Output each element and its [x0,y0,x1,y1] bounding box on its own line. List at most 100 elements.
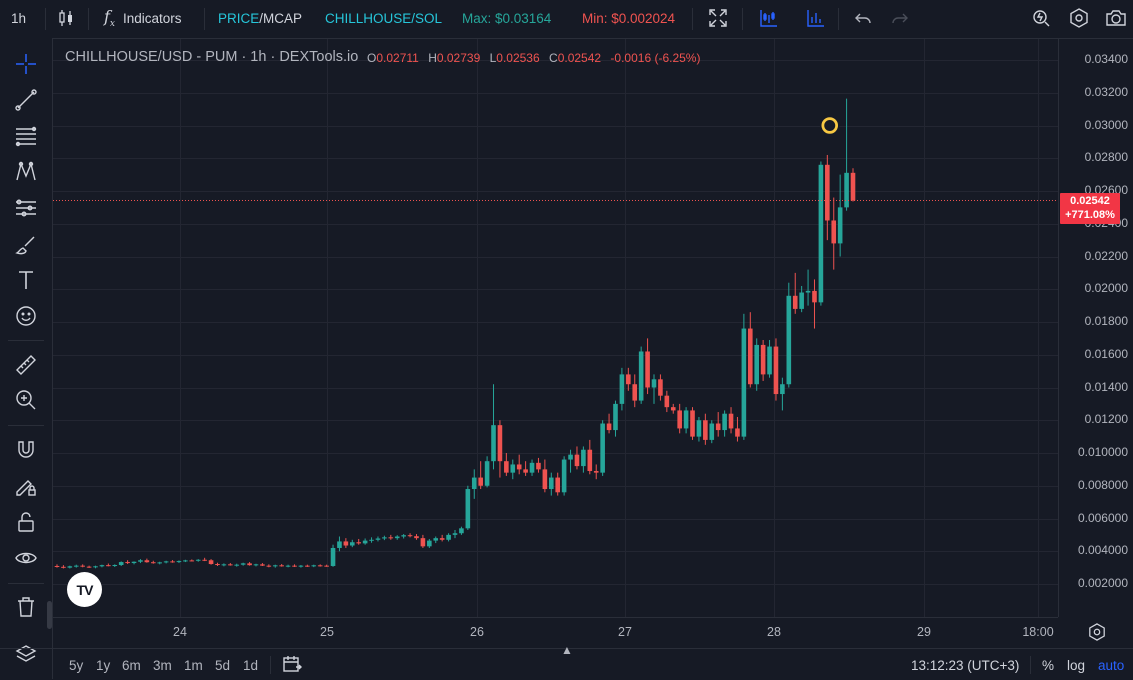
candle-body[interactable] [234,564,240,566]
tradingview-logo[interactable]: TV [67,572,102,607]
candle-body[interactable] [86,566,92,568]
magnet-tool[interactable] [13,438,39,464]
candle-body[interactable] [93,566,98,568]
candle-body[interactable] [80,565,85,567]
candle-body[interactable] [131,561,137,564]
candle-body[interactable] [54,565,60,567]
candle-body[interactable] [324,565,329,567]
candle-body[interactable] [638,351,644,401]
candle-body[interactable] [253,564,259,566]
zoom-tool[interactable] [13,388,39,414]
candle-body[interactable] [112,565,118,567]
candle-body[interactable] [118,562,124,566]
candle-body[interactable] [767,346,772,375]
fullscreen-button[interactable] [709,0,727,36]
candle-body[interactable] [747,328,753,385]
auto-toggle[interactable]: auto [1098,658,1125,673]
crosshair-tool[interactable] [13,52,39,78]
candle-body[interactable] [176,561,182,563]
candle-body[interactable] [106,565,111,567]
candle-body[interactable] [529,462,535,473]
chart-type-button[interactable] [57,0,75,36]
indicators-button[interactable]: fx Indicators [104,0,182,36]
candle-body[interactable] [548,477,554,490]
collapse-arrow-icon[interactable]: ▲ [561,643,573,657]
candle-body[interactable] [735,428,740,437]
date-range-button[interactable] [282,655,302,676]
candle-body[interactable] [317,565,323,567]
candle-body[interactable] [619,374,625,404]
candle-body[interactable] [504,461,509,473]
brush-tool[interactable] [13,232,39,258]
candle-body[interactable] [516,464,522,470]
candle-body[interactable] [593,471,599,473]
candle-body[interactable] [215,564,220,566]
candle-body[interactable] [427,540,432,547]
candle-body[interactable] [632,384,638,401]
candle-body[interactable] [645,351,650,388]
candle-body[interactable] [471,477,477,490]
candle-body[interactable] [703,420,708,440]
candle-body[interactable] [61,566,66,568]
candle-body[interactable] [587,449,593,472]
trend-line-tool[interactable] [13,88,39,114]
forecast-tool[interactable] [13,196,39,222]
candle-body[interactable] [465,489,471,529]
price-axis[interactable]: 0.034000.032000.030000.028000.026000.024… [1058,39,1133,617]
range-3m[interactable]: 3m [153,658,172,673]
candle-body[interactable] [677,410,682,429]
candle-body[interactable] [73,565,79,567]
candle-body[interactable] [170,561,175,563]
candle-body[interactable] [715,423,721,431]
candle-body[interactable] [581,449,586,467]
range-1d[interactable]: 1d [243,658,259,673]
candle-body[interactable] [362,540,368,544]
mcap-label[interactable]: MCAP [263,10,303,26]
candle-body[interactable] [497,425,503,462]
candle-body[interactable] [773,346,779,395]
candle-body[interactable] [349,542,355,546]
log-toggle[interactable]: log [1067,658,1086,673]
candle-body[interactable] [831,220,837,244]
candle-body[interactable] [407,535,413,537]
price-mcap-toggle[interactable]: PRICE / MCAP [218,10,303,26]
candle-body[interactable] [818,164,824,303]
candle-body[interactable] [292,565,297,567]
measure-tool[interactable] [13,353,39,379]
candle-body[interactable] [202,559,207,561]
price-label[interactable]: PRICE [218,10,260,26]
candle-body[interactable] [651,379,657,388]
fib-tool[interactable] [13,124,39,150]
candle-body[interactable] [228,564,233,566]
candle-body[interactable] [208,560,214,565]
candle-body[interactable] [67,566,73,568]
screenshot-button[interactable] [1105,0,1127,36]
candle-body[interactable] [786,295,792,385]
range-5y[interactable]: 5y [69,658,84,673]
quick-search-button[interactable] [1031,0,1051,36]
candle-body[interactable] [298,565,304,567]
candle-body[interactable] [439,538,445,540]
candle-body[interactable] [305,565,310,567]
candle-body[interactable] [343,541,349,546]
candle-body[interactable] [266,565,272,567]
candle-body[interactable] [150,562,156,564]
settings-button[interactable] [1069,0,1089,36]
candle-body[interactable] [144,560,150,563]
candle-body[interactable] [491,425,496,462]
axis-settings-button[interactable] [1088,623,1106,644]
candle-body[interactable] [825,164,830,221]
candle-body[interactable] [696,420,702,437]
candle-body[interactable] [741,328,747,437]
candle-body[interactable] [382,537,387,539]
candle-body[interactable] [459,528,464,534]
lock-all-tool[interactable] [13,510,39,536]
emoji-tool[interactable] [13,304,39,330]
candle-body[interactable] [683,410,689,429]
candle-body[interactable] [536,462,541,470]
candle-body[interactable] [375,538,381,540]
toolbar-scrollbar[interactable] [47,601,52,629]
candle-body[interactable] [812,290,817,303]
candle-body[interactable] [272,565,278,567]
candle-body[interactable] [420,538,426,547]
